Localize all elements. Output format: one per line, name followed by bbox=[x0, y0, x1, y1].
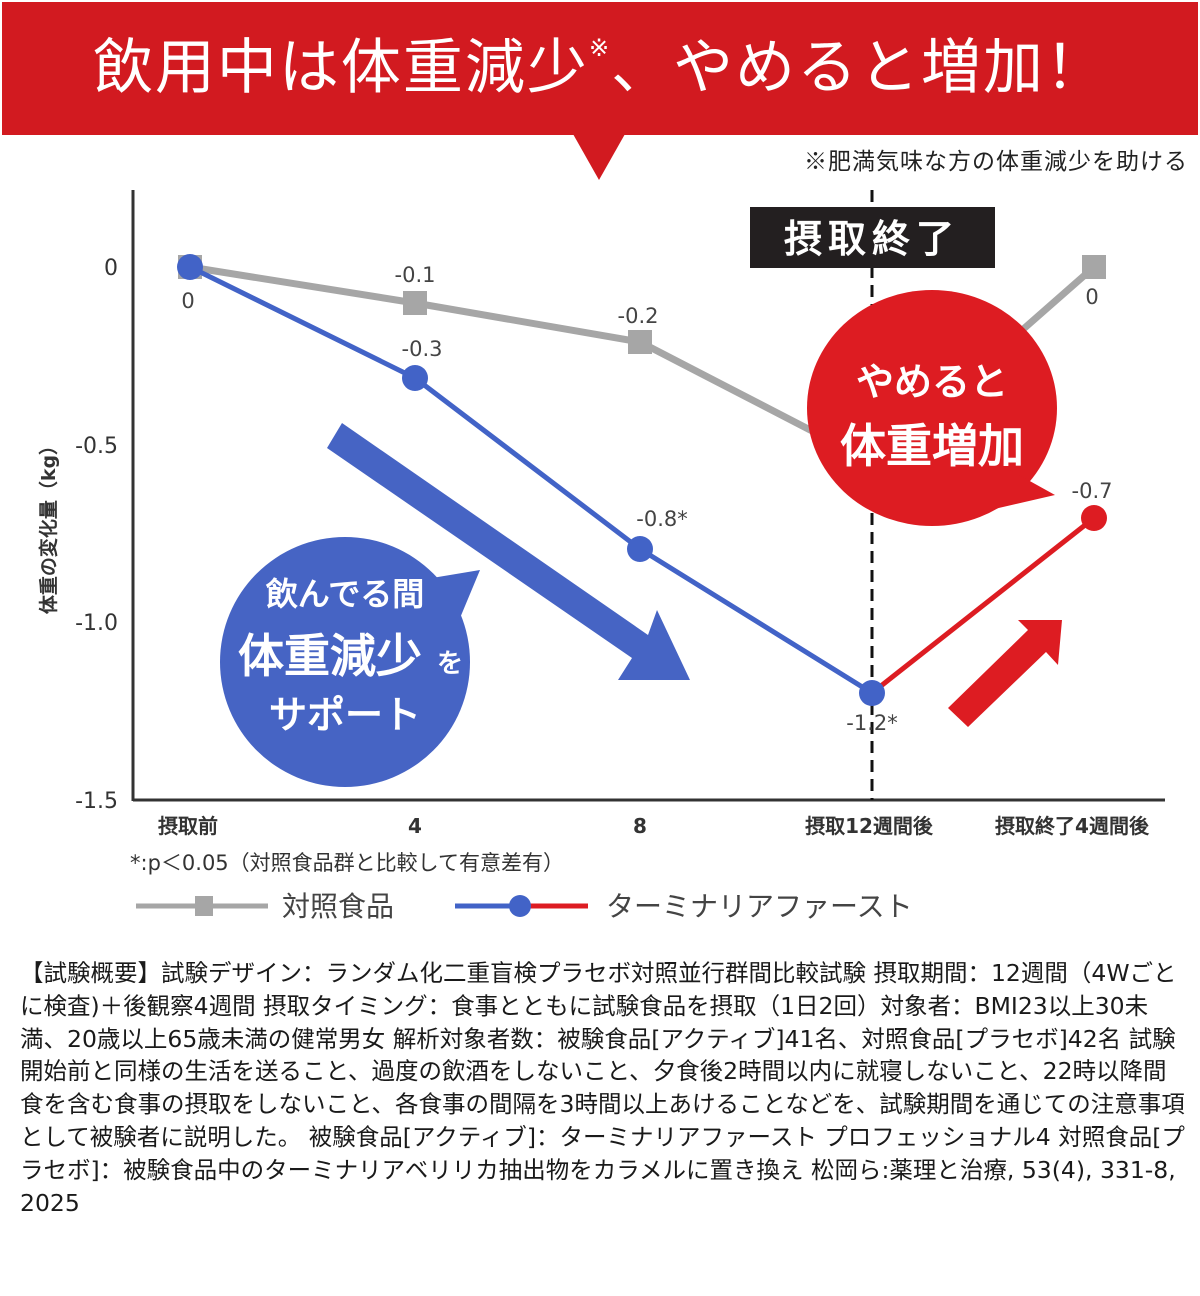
legend-product-circle-icon bbox=[509, 895, 531, 917]
svg-text:飲んでる間: 飲んでる間 bbox=[266, 575, 424, 613]
page-title: 飲用中は体重減少※、やめると増加！ bbox=[92, 33, 1108, 103]
svg-text:-0.7: -0.7 bbox=[1072, 479, 1113, 503]
control-value-labels: 0 -0.1 -0.2 0 bbox=[181, 263, 1098, 328]
legend-control-label: 対照食品 bbox=[282, 890, 394, 923]
svg-text:-0.3: -0.3 bbox=[402, 337, 443, 361]
legend-product-label: ターミナリアファースト bbox=[606, 890, 913, 923]
svg-text:-0.1: -0.1 bbox=[395, 263, 436, 287]
up-trend-arrow-icon bbox=[948, 620, 1062, 727]
banner-pointer bbox=[573, 134, 625, 180]
significance-note: *:p＜0.05（対照食品群と比較して有意差有） bbox=[130, 851, 564, 875]
study-summary: 【試験概要】試験デザイン：ランダム化二重盲検プラセボ対照並行群間比較試験 摂取期… bbox=[20, 959, 1185, 1217]
svg-text:-1.2*: -1.2* bbox=[846, 711, 897, 735]
svg-text:を: を bbox=[437, 649, 463, 679]
svg-text:摂取終了4週間後: 摂取終了4週間後 bbox=[995, 814, 1150, 838]
product-markers bbox=[177, 254, 885, 706]
title-banner: 飲用中は体重減少※、やめると増加！ bbox=[2, 2, 1198, 135]
svg-text:やめると: やめると bbox=[856, 360, 1008, 404]
svg-text:体重増加: 体重増加 bbox=[840, 419, 1024, 473]
svg-text:4: 4 bbox=[408, 814, 422, 838]
legend-control-square-icon bbox=[195, 896, 213, 916]
y-tick-labels: 0 -0.5 -1.0 -1.5 bbox=[75, 256, 118, 814]
svg-text:摂取12週間後: 摂取12週間後 bbox=[805, 814, 934, 838]
y-axis-label: 体重の変化量（kg） bbox=[37, 436, 60, 614]
red-callout: やめると 体重増加 bbox=[807, 290, 1057, 526]
product-value-labels: -0.3 -0.8* -1.2* -0.7 bbox=[402, 337, 1113, 735]
stop-label-box bbox=[750, 207, 995, 268]
svg-text:0: 0 bbox=[181, 289, 194, 313]
x-tick-labels: 摂取前 4 8 摂取12週間後 摂取終了4週間後 bbox=[158, 814, 1150, 838]
svg-text:サポート: サポート bbox=[269, 693, 421, 737]
svg-text:摂取前: 摂取前 bbox=[158, 814, 218, 838]
svg-text:0: 0 bbox=[104, 256, 118, 281]
down-trend-arrow-icon bbox=[327, 423, 690, 680]
svg-text:-0.5: -0.5 bbox=[75, 434, 118, 459]
footnote-mark: ※ bbox=[588, 34, 612, 62]
svg-text:-0.8*: -0.8* bbox=[636, 507, 687, 531]
legend: 対照食品 ターミナリアファースト bbox=[136, 890, 913, 923]
svg-text:体重減少: 体重減少 bbox=[238, 629, 422, 683]
blue-callout: 飲んでる間 体重減少 を サポート bbox=[220, 537, 480, 787]
svg-text:-1.5: -1.5 bbox=[75, 789, 118, 814]
product-line-intake bbox=[188, 264, 874, 696]
svg-text:-1.0: -1.0 bbox=[75, 611, 118, 636]
svg-text:-0.2: -0.2 bbox=[618, 304, 659, 328]
product-line-after-stop bbox=[870, 516, 1096, 695]
svg-text:8: 8 bbox=[633, 814, 647, 838]
weight-change-chart: 0 -0.5 -1.0 -1.5 体重の変化量（kg） 0 -0.1 -0.2 … bbox=[37, 190, 1165, 923]
stop-label: 摂取終了 bbox=[784, 217, 960, 261]
svg-text:0: 0 bbox=[1085, 285, 1098, 309]
footnote-note: ※肥満気味な方の体重減少を助ける bbox=[804, 149, 1188, 175]
product-marker-after-stop bbox=[1081, 505, 1107, 531]
